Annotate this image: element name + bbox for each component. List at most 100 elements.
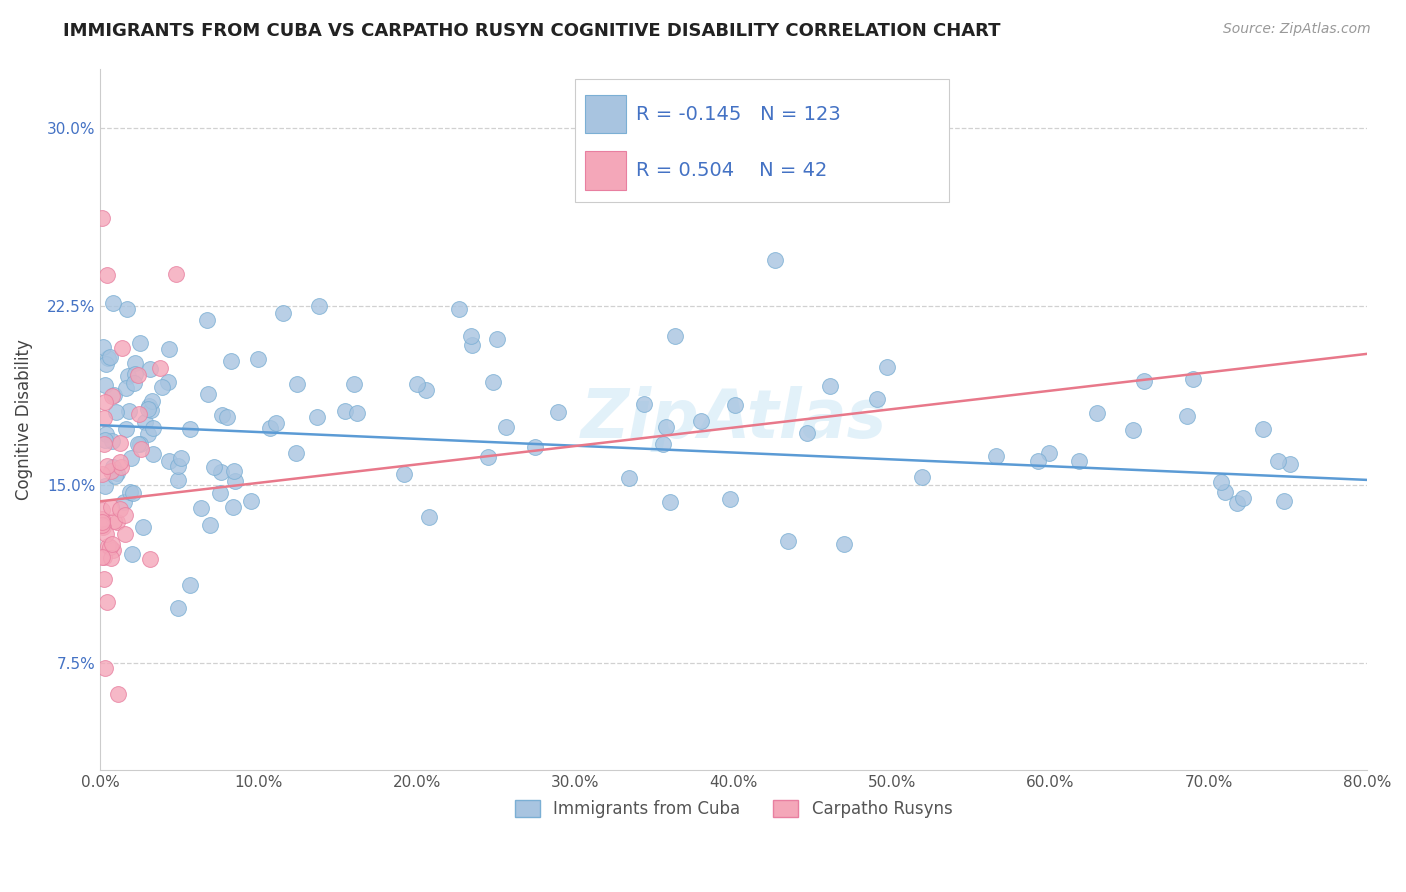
Point	[1038, 446, 1060, 460]
Point	[93, 436, 115, 450]
Point	[90, 502, 112, 516]
Text: Source: ZipAtlas.com: Source: ZipAtlas.com	[1223, 22, 1371, 37]
Point	[1175, 409, 1198, 423]
Point	[1026, 454, 1049, 468]
Point	[120, 484, 142, 499]
Point	[105, 515, 128, 529]
Point	[209, 466, 232, 480]
Point	[110, 502, 132, 516]
Point	[1133, 374, 1156, 388]
Point	[796, 426, 818, 441]
Point	[94, 395, 117, 409]
Point	[90, 517, 112, 532]
Point	[110, 460, 132, 475]
Point	[157, 375, 180, 389]
Point	[127, 437, 149, 451]
Point	[219, 354, 242, 368]
Y-axis label: Cognitive Disability: Cognitive Disability	[15, 339, 32, 500]
Point	[343, 377, 366, 392]
Point	[97, 539, 120, 553]
Point	[103, 460, 125, 475]
Point	[142, 447, 165, 461]
FancyBboxPatch shape	[585, 95, 626, 134]
Point	[266, 416, 288, 430]
Point	[211, 409, 233, 423]
Point	[1232, 491, 1254, 506]
Point	[415, 383, 437, 397]
Point	[285, 376, 308, 391]
Point	[718, 492, 741, 507]
Point	[96, 426, 118, 441]
Point	[111, 341, 134, 355]
Point	[105, 466, 128, 480]
Point	[149, 361, 172, 376]
Point	[91, 519, 114, 533]
Text: ZipAtlas: ZipAtlas	[581, 386, 887, 452]
Point	[157, 342, 180, 356]
Point	[94, 661, 117, 675]
Point	[101, 434, 124, 449]
Point	[91, 467, 114, 481]
Point	[96, 595, 118, 609]
Point	[98, 350, 121, 364]
Point	[139, 362, 162, 376]
Point	[90, 511, 112, 525]
Point	[142, 421, 165, 435]
Point	[984, 449, 1007, 463]
Point	[617, 471, 640, 485]
Point	[91, 549, 114, 564]
Point	[121, 548, 143, 562]
Point	[1226, 496, 1249, 510]
Point	[94, 357, 117, 371]
Point	[93, 433, 115, 447]
Point	[131, 442, 153, 457]
Point	[127, 368, 149, 383]
Point	[101, 543, 124, 558]
Point	[247, 351, 270, 366]
Point	[129, 336, 152, 351]
Point	[190, 501, 212, 516]
Point	[134, 415, 156, 429]
FancyBboxPatch shape	[585, 151, 626, 189]
Point	[93, 410, 115, 425]
Point	[93, 549, 115, 564]
Point	[117, 368, 139, 383]
Point	[128, 436, 150, 450]
Point	[197, 387, 219, 401]
Point	[1213, 485, 1236, 500]
Point	[333, 404, 356, 418]
Point	[495, 420, 517, 434]
Point	[104, 469, 127, 483]
Point	[307, 410, 329, 425]
Point	[1122, 424, 1144, 438]
Point	[202, 460, 225, 475]
Text: R = -0.145   N = 123: R = -0.145 N = 123	[636, 104, 841, 124]
Point	[763, 252, 786, 267]
Point	[179, 577, 201, 591]
Point	[100, 464, 122, 478]
Point	[112, 495, 135, 509]
Point	[97, 351, 120, 365]
Point	[124, 367, 146, 381]
Point	[215, 410, 238, 425]
Point	[195, 313, 218, 327]
Point	[224, 474, 246, 488]
Point	[93, 573, 115, 587]
Point	[477, 450, 499, 465]
Point	[121, 486, 143, 500]
Point	[101, 388, 124, 402]
Point	[1267, 454, 1289, 468]
Point	[107, 687, 129, 701]
Point	[547, 405, 569, 419]
Point	[170, 450, 193, 465]
Point	[1181, 372, 1204, 386]
Point	[103, 388, 125, 402]
Point	[179, 421, 201, 435]
Point	[122, 376, 145, 390]
Point	[141, 393, 163, 408]
Point	[724, 398, 747, 412]
Point	[103, 514, 125, 528]
Point	[198, 518, 221, 533]
Point	[138, 399, 160, 413]
Point	[115, 421, 138, 435]
